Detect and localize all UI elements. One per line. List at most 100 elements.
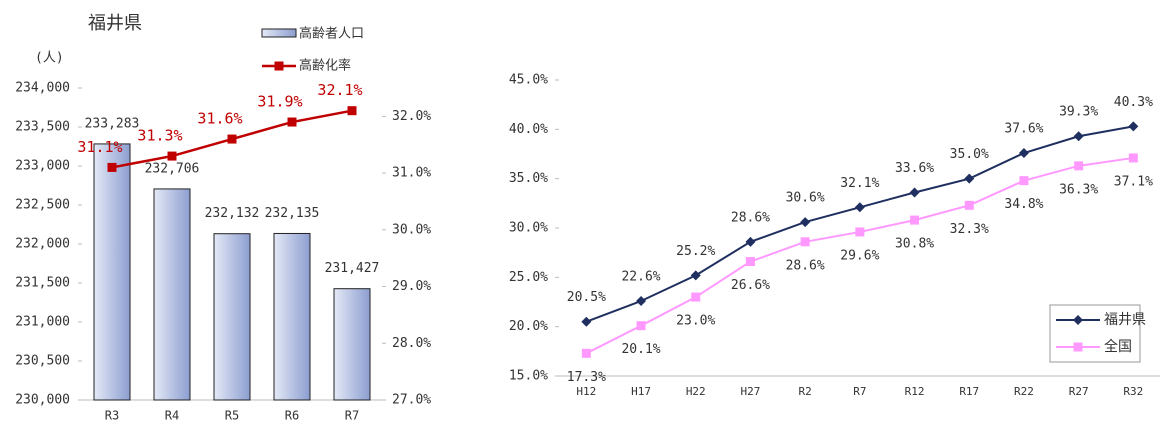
x-tick-label: R6 bbox=[285, 409, 299, 423]
line-marker bbox=[964, 173, 975, 184]
bar-value-label: 233,283 bbox=[85, 116, 140, 131]
y-tick-label: 230,000 bbox=[15, 393, 70, 408]
y-tick-label: 15.0% bbox=[509, 369, 548, 384]
x-tick-label: R2 bbox=[799, 385, 812, 398]
line-marker bbox=[1018, 148, 1029, 159]
legend-swatch-marker bbox=[274, 61, 284, 71]
line-marker bbox=[636, 296, 647, 307]
x-tick-label: H12 bbox=[576, 385, 596, 398]
line-marker bbox=[167, 151, 177, 161]
y-tick-label: 30.0% bbox=[509, 221, 548, 236]
line-marker bbox=[855, 227, 865, 237]
y-tick-label: 231,500 bbox=[15, 276, 70, 291]
line-marker bbox=[1019, 176, 1029, 186]
y-axis-label: (人) bbox=[35, 51, 64, 66]
line-value-label: 20.1% bbox=[621, 342, 660, 357]
line-marker bbox=[227, 134, 237, 144]
y2-tick-label: 31.0% bbox=[392, 166, 431, 181]
y-tick-label: 25.0% bbox=[509, 270, 548, 285]
line bbox=[585, 125, 1134, 323]
y-tick-label: 232,500 bbox=[15, 198, 70, 213]
y-tick-label: 20.0% bbox=[509, 319, 548, 334]
legend-swatch-marker bbox=[1073, 342, 1083, 352]
line-marker bbox=[964, 200, 974, 210]
x-tick-label: R27 bbox=[1069, 385, 1089, 398]
line-marker bbox=[107, 162, 117, 172]
line-value-label: 25.2% bbox=[676, 244, 715, 259]
line-value-label: 32.1% bbox=[840, 176, 879, 191]
line-marker bbox=[690, 270, 701, 281]
line-value-label: 35.0% bbox=[950, 147, 989, 162]
line-marker bbox=[800, 237, 810, 247]
line-value-label: 28.6% bbox=[731, 210, 770, 225]
line-marker bbox=[745, 257, 755, 267]
x-tick-label: H27 bbox=[741, 385, 761, 398]
y-tick-label: 35.0% bbox=[509, 171, 548, 186]
line-value-label: 32.3% bbox=[950, 222, 989, 237]
y-tick-label: 232,000 bbox=[15, 237, 70, 252]
line-marker bbox=[581, 316, 592, 327]
line-marker bbox=[1128, 121, 1139, 132]
line-value-label: 32.1% bbox=[317, 81, 362, 99]
y-tick-label: 230,500 bbox=[15, 354, 70, 369]
x-tick-label: R7 bbox=[853, 385, 866, 398]
y2-tick-label: 28.0% bbox=[392, 336, 431, 351]
line-marker bbox=[636, 321, 646, 331]
x-tick-label: R7 bbox=[345, 409, 359, 423]
x-tick-label: R22 bbox=[1014, 385, 1034, 398]
x-tick-label: H22 bbox=[686, 385, 706, 398]
legend-box bbox=[1049, 304, 1141, 363]
legend-swatch bbox=[261, 28, 297, 38]
line-value-label: 34.8% bbox=[1004, 197, 1043, 212]
bar bbox=[93, 143, 131, 401]
line-marker bbox=[910, 215, 920, 225]
x-tick-label: R32 bbox=[1123, 385, 1143, 398]
legend-swatch-marker bbox=[1073, 315, 1083, 325]
y2-tick-label: 29.0% bbox=[392, 279, 431, 294]
y2-tick-label: 32.0% bbox=[392, 109, 431, 124]
line-value-label: 23.0% bbox=[676, 314, 715, 329]
y-tick-label: 40.0% bbox=[509, 122, 548, 137]
bar bbox=[213, 233, 251, 401]
bar bbox=[153, 188, 191, 401]
line-value-label: 36.3% bbox=[1059, 182, 1098, 197]
line-value-label: 40.3% bbox=[1114, 95, 1153, 110]
line-value-label: 30.6% bbox=[786, 191, 825, 206]
y-tick-label: 231,000 bbox=[15, 315, 70, 330]
line-marker bbox=[581, 348, 591, 358]
line-value-label: 31.6% bbox=[197, 110, 242, 128]
legend-label: 全国 bbox=[1104, 338, 1132, 355]
y-tick-label: 233,500 bbox=[15, 120, 70, 135]
line-value-label: 28.6% bbox=[786, 258, 825, 273]
line-value-label: 20.5% bbox=[567, 290, 606, 305]
line-value-label: 37.1% bbox=[1114, 174, 1153, 189]
line-value-label: 30.8% bbox=[895, 237, 934, 252]
line-marker bbox=[745, 236, 756, 247]
x-tick-label: H17 bbox=[631, 385, 651, 398]
line-marker bbox=[800, 217, 811, 228]
legend-label: 福井県 bbox=[1104, 312, 1146, 328]
x-tick-label: R3 bbox=[105, 409, 119, 423]
x-tick-label: R4 bbox=[165, 409, 179, 423]
line-marker bbox=[909, 187, 920, 198]
line-value-label: 31.1% bbox=[77, 138, 122, 156]
line-marker bbox=[854, 202, 865, 213]
y-tick-label: 45.0% bbox=[509, 73, 548, 88]
legend-label: 高齢者人口 bbox=[299, 26, 364, 42]
x-tick-label: R5 bbox=[225, 409, 239, 423]
chart-title: 福井県 bbox=[88, 13, 142, 34]
y2-tick-label: 27.0% bbox=[392, 393, 431, 408]
line-marker bbox=[1073, 131, 1084, 142]
line-value-label: 22.6% bbox=[621, 270, 660, 285]
x-tick-label: R12 bbox=[905, 385, 925, 398]
bar-value-label: 232,132 bbox=[205, 206, 260, 221]
bar-value-label: 232,135 bbox=[265, 206, 320, 221]
line-value-label: 17.3% bbox=[567, 370, 606, 385]
legend-label: 高齢化率 bbox=[299, 58, 351, 74]
line-value-label: 29.6% bbox=[840, 248, 879, 263]
line-value-label: 31.3% bbox=[137, 127, 182, 145]
y2-tick-label: 30.0% bbox=[392, 222, 431, 237]
line-value-label: 39.3% bbox=[1059, 105, 1098, 120]
line-value-label: 33.6% bbox=[895, 161, 934, 176]
